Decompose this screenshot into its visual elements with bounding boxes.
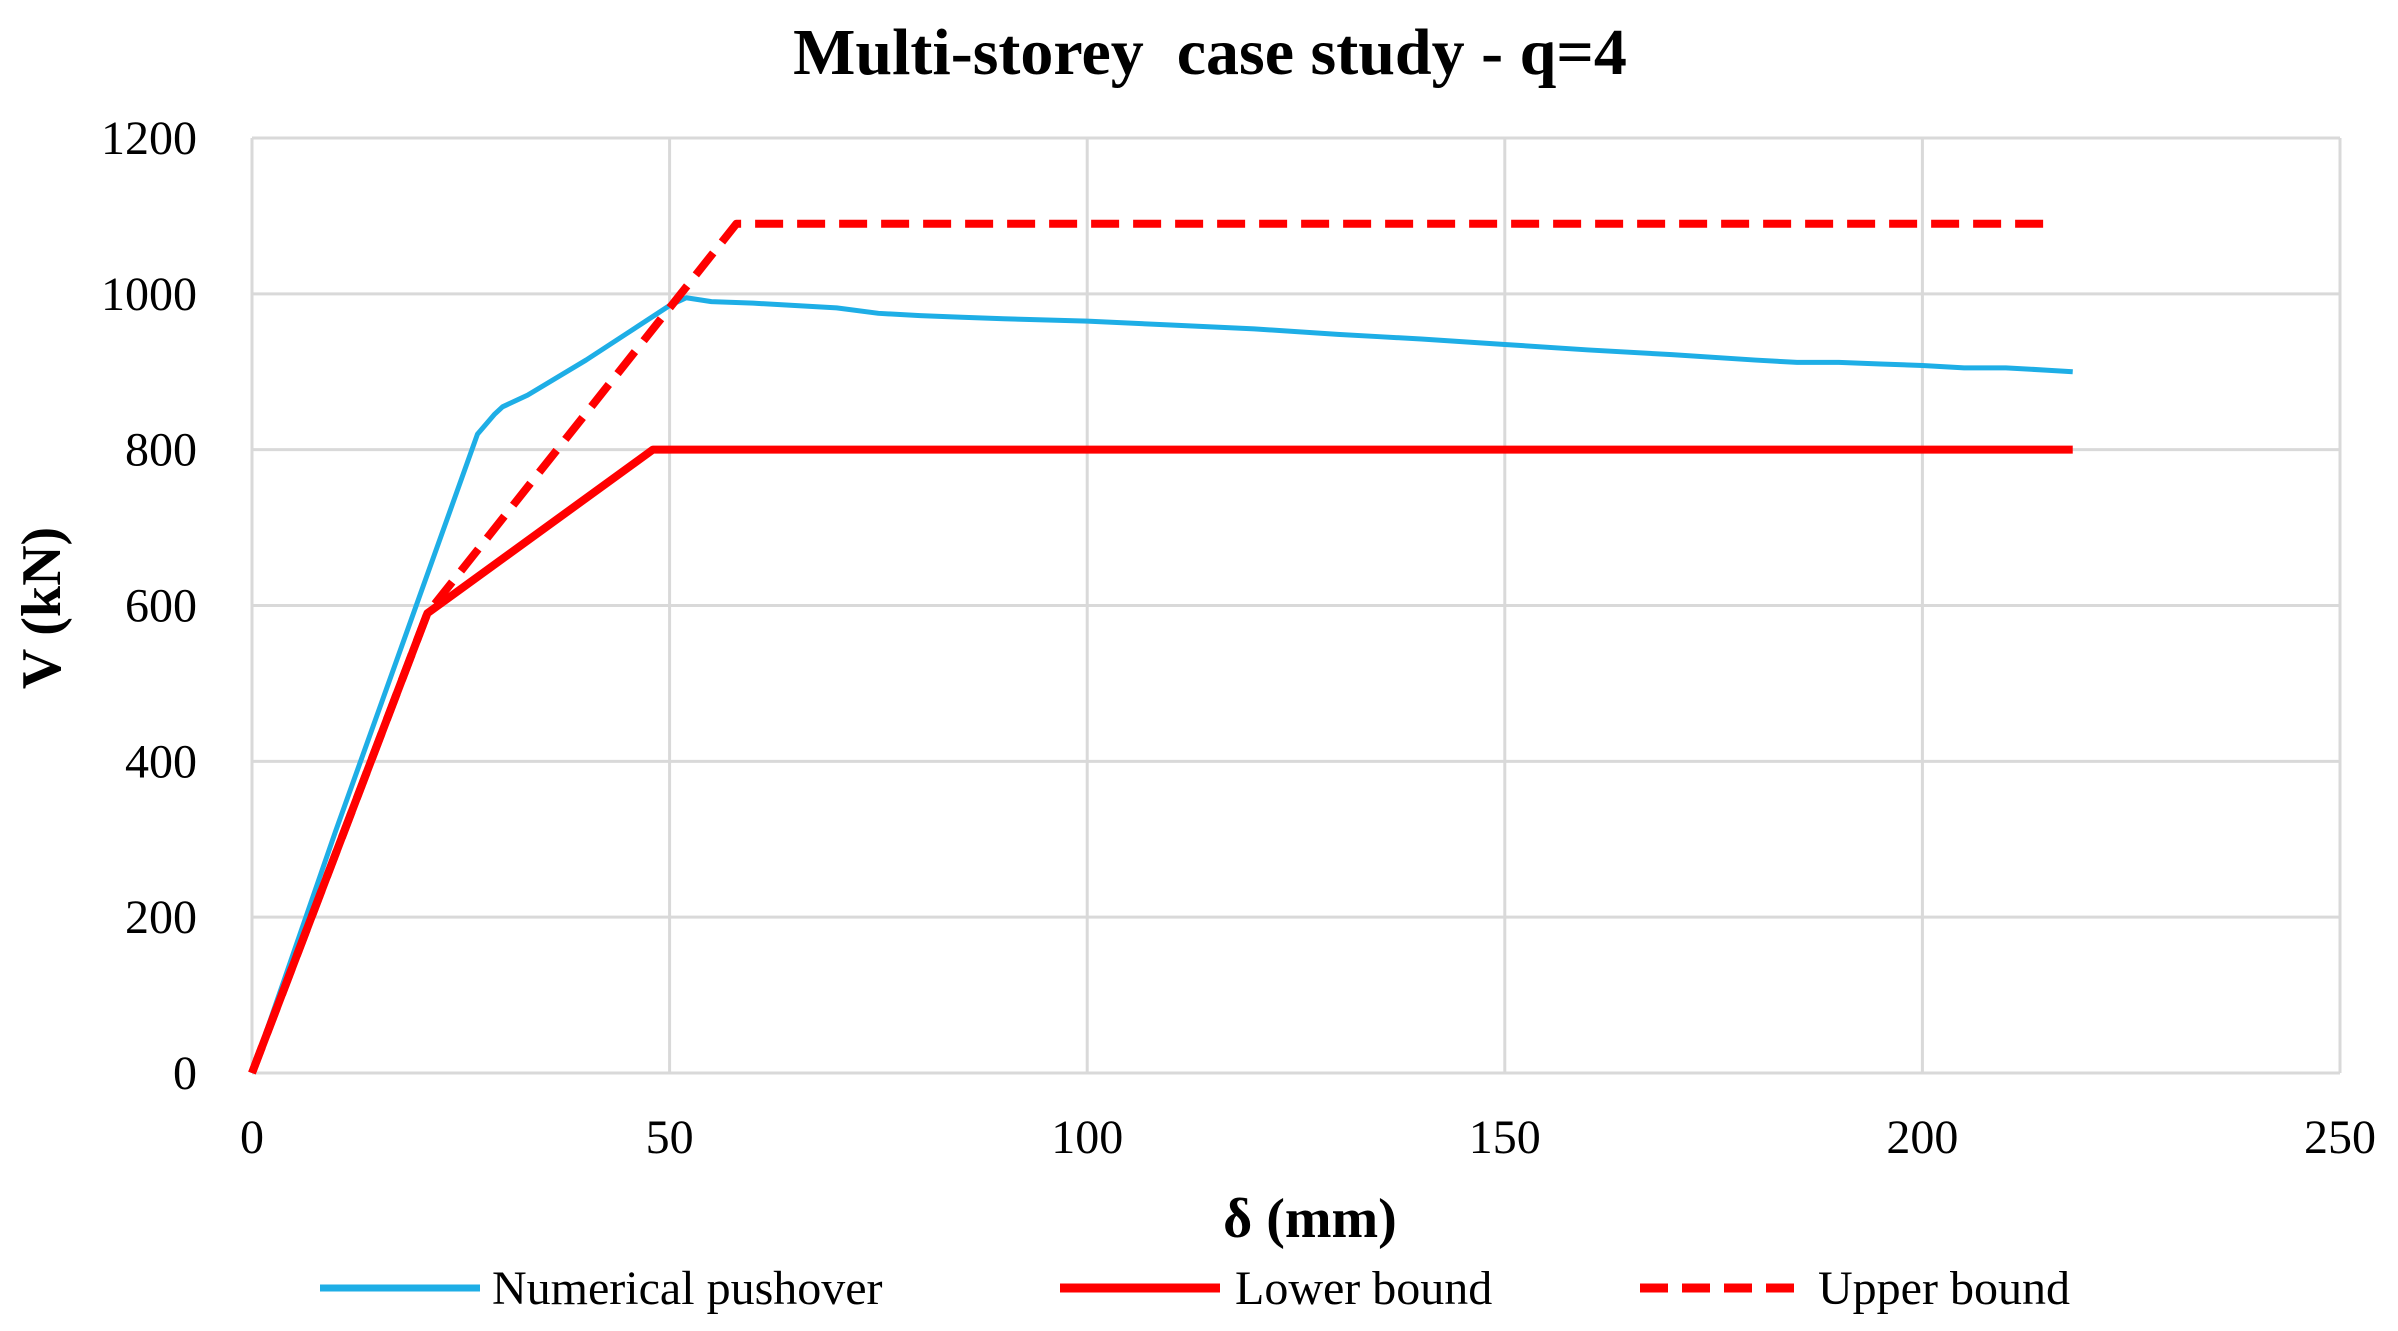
grid — [250, 136, 2342, 1075]
legend: Numerical pushover Lower bound Upper bou… — [320, 1262, 2070, 1315]
x-tick-label: 200 — [1886, 1111, 1958, 1164]
tick-labels: 0 50 100 150 200 250 0 200 400 600 800 1000 1200 — [101, 112, 2376, 1164]
legend-label-numerical-pushover: Numerical pushover — [492, 1262, 883, 1315]
y-tick-label: 600 — [125, 580, 197, 633]
y-axis-label: V (kN) — [11, 527, 73, 689]
x-axis-label: δ (mm) — [1223, 1188, 1397, 1250]
y-tick-label: 1000 — [101, 268, 197, 321]
y-tick-label: 800 — [125, 424, 197, 477]
chart-title: Multi-storey case study - q=4 — [793, 16, 1627, 89]
legend-item-lower-bound: Lower bound — [1060, 1262, 1492, 1315]
y-tick-label: 1200 — [101, 112, 197, 165]
x-tick-label: 50 — [646, 1111, 694, 1164]
series-line-upper-bound — [248, 219, 2057, 1075]
x-tick-label: 0 — [240, 1111, 264, 1164]
legend-item-numerical-pushover: Numerical pushover — [320, 1262, 883, 1315]
legend-label-lower-bound: Lower bound — [1235, 1262, 1492, 1315]
y-tick-label: 0 — [173, 1047, 197, 1100]
x-tick-label: 150 — [1469, 1111, 1541, 1164]
series — [248, 219, 2073, 1075]
x-tick-label: 250 — [2304, 1111, 2376, 1164]
y-tick-label: 200 — [125, 891, 197, 944]
x-tick-label: 100 — [1051, 1111, 1123, 1164]
series-line-numerical-pushover — [249, 295, 2073, 1074]
legend-label-upper-bound: Upper bound — [1818, 1262, 2070, 1315]
y-tick-label: 400 — [125, 735, 197, 788]
series-line-lower-bound — [248, 445, 2073, 1075]
legend-item-upper-bound: Upper bound — [1640, 1262, 2070, 1315]
